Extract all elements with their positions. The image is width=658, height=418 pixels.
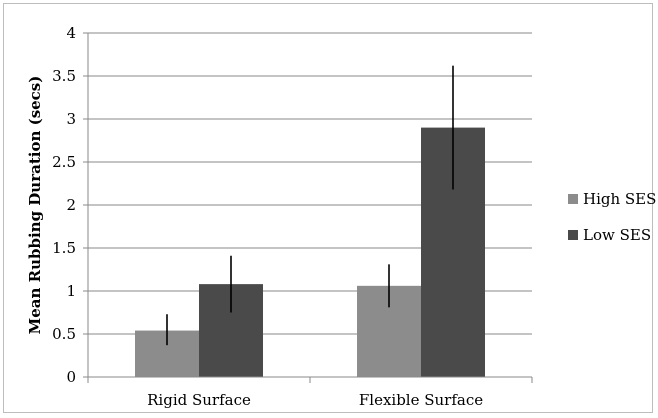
y-axis-ticks: 0 0.5 1 1.5 2 2.5 3 3.5 4 xyxy=(52,24,88,386)
legend-label: Low SES xyxy=(583,226,651,244)
y-tick-label: 4 xyxy=(66,24,76,42)
legend-swatch xyxy=(568,194,578,204)
y-tick-label: 3.5 xyxy=(52,67,76,85)
legend-swatch xyxy=(568,230,578,240)
x-tick-label: Flexible Surface xyxy=(359,391,483,409)
y-tick-label: 3 xyxy=(66,110,76,128)
y-tick-label: 1 xyxy=(66,282,76,300)
bars xyxy=(135,127,485,377)
x-tick-label: Rigid Surface xyxy=(147,391,251,409)
legend: High SES Low SES xyxy=(568,190,656,244)
x-axis-ticks: Rigid Surface Flexible Surface xyxy=(87,377,533,409)
legend-label: High SES xyxy=(583,190,656,208)
y-tick-label: 0.5 xyxy=(52,325,76,343)
y-axis-title: Mean Rubbing Duration (secs) xyxy=(26,76,44,335)
chart-frame xyxy=(3,3,653,413)
y-tick-label: 0 xyxy=(66,368,76,386)
y-tick-label: 2.5 xyxy=(52,153,76,171)
y-tick-label: 1.5 xyxy=(52,239,76,257)
error-bars xyxy=(166,65,454,346)
y-tick-label: 2 xyxy=(66,196,76,214)
